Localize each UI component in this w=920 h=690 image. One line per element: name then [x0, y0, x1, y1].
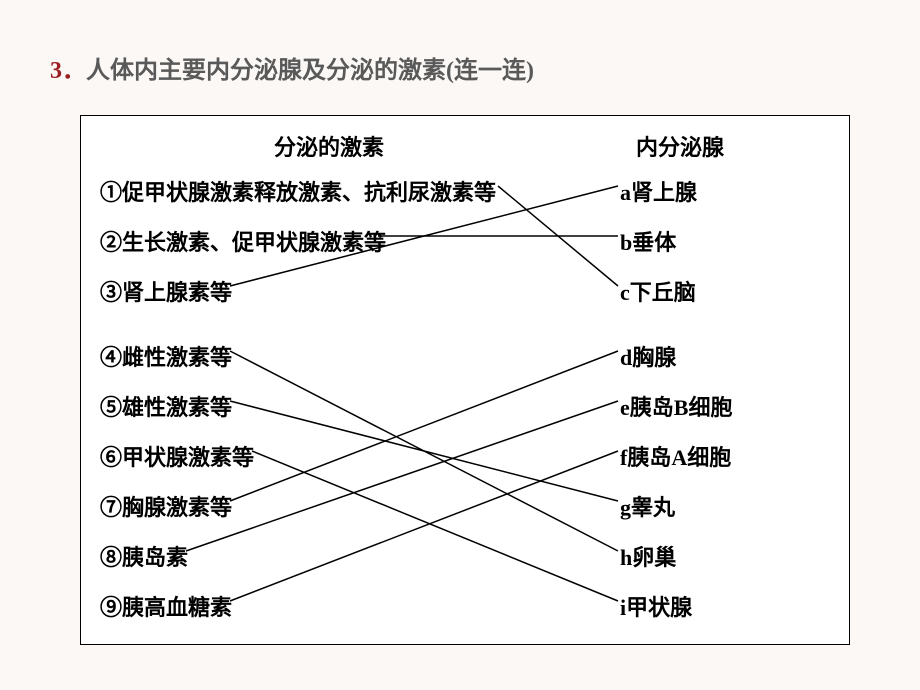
- left-item-0: ①促甲状腺激素释放激素、抗利尿激素等: [100, 175, 496, 207]
- right-item-5: f胰岛A细胞: [620, 440, 731, 472]
- left-item-3: ④雌性激素等: [100, 340, 232, 372]
- header-hormones: 分泌的激素: [274, 130, 384, 162]
- left-item-2: ③肾上腺素等: [100, 275, 232, 307]
- question-number: 3．: [50, 58, 86, 84]
- right-item-0: a肾上腺: [620, 175, 697, 207]
- question-title: 3．人体内主要内分泌腺及分泌的激素(连一连): [50, 50, 534, 85]
- left-item-5: ⑥甲状腺激素等: [100, 440, 254, 472]
- right-item-8: i甲状腺: [620, 590, 692, 622]
- right-item-7: h卵巢: [620, 540, 676, 572]
- right-item-4: e胰岛B细胞: [620, 390, 732, 422]
- right-item-2: c下丘脑: [620, 275, 696, 307]
- left-item-8: ⑨胰高血糖素: [100, 590, 232, 622]
- right-item-6: g睾丸: [620, 490, 675, 522]
- right-item-3: d胸腺: [620, 340, 676, 372]
- left-item-7: ⑧胰岛素: [100, 540, 188, 572]
- left-item-6: ⑦胸腺激素等: [100, 490, 232, 522]
- left-item-4: ⑤雄性激素等: [100, 390, 232, 422]
- header-glands: 内分泌腺: [636, 130, 724, 162]
- right-item-1: b垂体: [620, 225, 676, 257]
- question-text: 人体内主要内分泌腺及分泌的激素(连一连): [86, 58, 534, 84]
- left-item-1: ②生长激素、促甲状腺激素等: [100, 225, 386, 257]
